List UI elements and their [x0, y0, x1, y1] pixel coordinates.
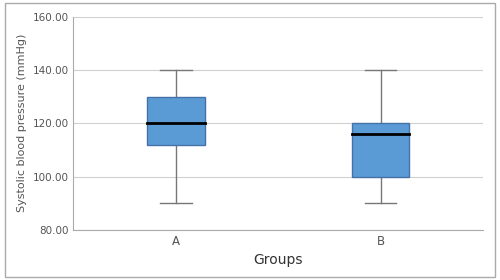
FancyBboxPatch shape: [352, 123, 410, 177]
X-axis label: Groups: Groups: [254, 253, 303, 267]
FancyBboxPatch shape: [147, 97, 204, 145]
Y-axis label: Systolic blood pressure (mmHg): Systolic blood pressure (mmHg): [17, 34, 27, 213]
